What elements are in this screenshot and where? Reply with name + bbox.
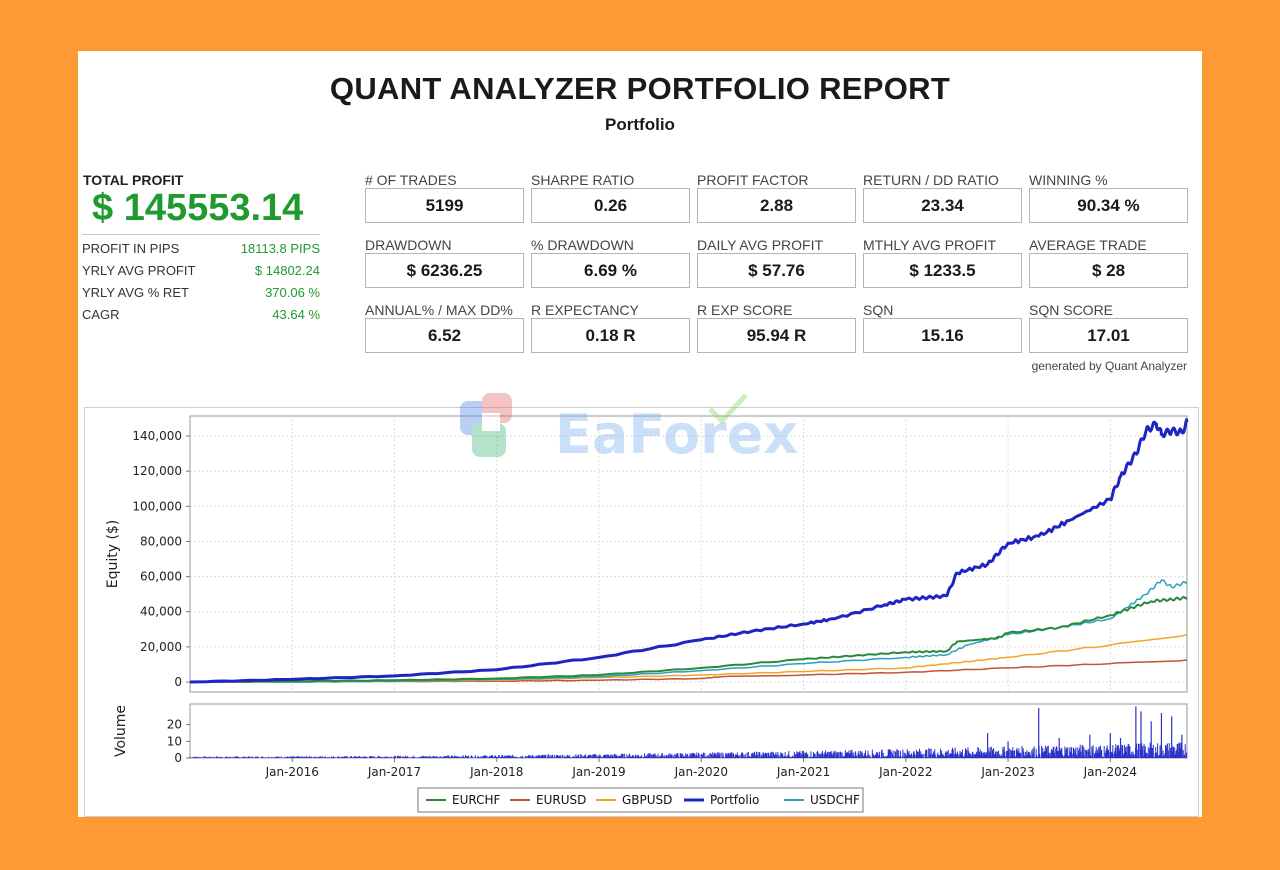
metric-value-sqn-score: 17.01 [1029, 318, 1188, 353]
volume-y-tick-label: 0 [174, 751, 182, 765]
metric-label-winning: WINNING % [1029, 172, 1108, 188]
series-line-eurchf [189, 595, 1188, 683]
x-tick-label: Jan-2017 [367, 765, 421, 779]
left-stat-value: $ 14802.24 [254, 263, 320, 278]
metric-value-pct-drawdown: 6.69 % [531, 253, 690, 288]
x-tick-label: Jan-2018 [469, 765, 523, 779]
metric-value-sqn: 15.16 [863, 318, 1022, 353]
left-stat-row: YRLY AVG PROFIT $ 14802.24 [82, 263, 320, 283]
metric-label-mthly-avg: MTHLY AVG PROFIT [863, 237, 997, 253]
metric-label-r-expectancy: R EXPECTANCY [531, 302, 639, 318]
x-tick-label: Jan-2020 [674, 765, 728, 779]
left-stat-value: 18113.8 PIPS [240, 241, 320, 256]
x-tick-label: Jan-2019 [571, 765, 625, 779]
metric-label-daily-avg: DAILY AVG PROFIT [697, 237, 824, 253]
metric-label-drawdown: DRAWDOWN [365, 237, 452, 253]
x-tick-label: Jan-2021 [776, 765, 830, 779]
legend-label-usdchf: USDCHF [810, 793, 860, 807]
equity-chart: 0 20,000 40,000 60,000 80,000 100,000 120,000 1… [105, 415, 1189, 813]
metric-label-sqn: SQN [863, 302, 894, 318]
left-stat-value: 370.06 % [265, 285, 320, 300]
metric-value-mthly-avg: $ 1233.5 [863, 253, 1022, 288]
y-axis-label: Equity ($) [105, 520, 121, 589]
metric-value-return-dd: 23.34 [863, 188, 1022, 223]
volume-y-tick-label: 20 [167, 718, 182, 732]
metric-value-trades: 5199 [365, 188, 524, 223]
metric-label-sqn-score: SQN SCORE [1029, 302, 1114, 318]
metric-label-trades: # OF TRADES [365, 172, 457, 188]
chart-legend: EURCHF EURUSD GBPUSD Portfolio USDCHF [417, 787, 864, 813]
series-line-portfolio [189, 418, 1189, 684]
volume-area [189, 703, 1188, 759]
y-tick-label: 60,000 [140, 570, 182, 584]
metric-value-avg-trade: $ 28 [1029, 253, 1188, 288]
left-stat-label: PROFIT IN PIPS [82, 241, 180, 256]
volume-y-tick-label: 10 [167, 734, 182, 748]
watermark-text: EaForex [555, 403, 798, 466]
x-tick-label: Jan-2022 [878, 765, 932, 779]
left-stat-label: YRLY AVG PROFIT [82, 263, 196, 278]
y-tick-label: 140,000 [132, 429, 182, 443]
legend-label-portfolio: Portfolio [710, 793, 759, 807]
y-tick-label: 80,000 [140, 534, 182, 548]
metric-value-winning: 90.34 % [1029, 188, 1188, 223]
metric-label-return-dd: RETURN / DD RATIO [863, 172, 999, 188]
left-stat-row: YRLY AVG % RET 370.06 % [82, 285, 320, 305]
equity-plot: 0 20,000 40,000 60,000 80,000 100,000 120,000 1… [105, 415, 1189, 693]
y-tick-label: 120,000 [132, 464, 182, 478]
report-subtitle: Portfolio [605, 115, 675, 134]
legend-label-eurusd: EURUSD [536, 793, 586, 807]
y-tick-label: 0 [174, 675, 182, 689]
plot-area [189, 415, 1188, 693]
volume-bars [189, 742, 1187, 758]
metric-value-r-exp-score: 95.94 R [697, 318, 856, 353]
metric-label-sharpe: SHARPE RATIO [531, 172, 635, 188]
metric-label-r-exp-score: R EXP SCORE [697, 302, 793, 318]
volume-plot: 0 10 20 Volume Jan-2016 Jan-2017 Jan-2018 Jan-2… [113, 703, 1188, 779]
metric-value-profit-factor: 2.88 [697, 188, 856, 223]
y-tick-label: 40,000 [140, 605, 182, 619]
left-stat-value: 43.64 % [272, 307, 320, 322]
metric-value-sharpe: 0.26 [531, 188, 690, 223]
left-stat-row: PROFIT IN PIPS 18113.8 PIPS [82, 241, 320, 261]
chart-frame: 0 20,000 40,000 60,000 80,000 100,000 120,000 1… [84, 407, 1199, 817]
metric-value-daily-avg: $ 57.76 [697, 253, 856, 288]
metric-value-annual-maxdd: 6.52 [365, 318, 524, 353]
y-tick-label: 100,000 [132, 499, 182, 513]
y-tick-label: 20,000 [140, 640, 182, 654]
total-profit-value: $ 145553.14 [92, 187, 304, 229]
left-stat-row: CAGR 43.64 % [82, 307, 320, 327]
report-panel: QUANT ANALYZER PORTFOLIO REPORT Portfoli… [78, 51, 1202, 817]
x-tick-label: Jan-2023 [980, 765, 1034, 779]
x-tick-label: Jan-2024 [1083, 765, 1137, 779]
legend-label-eurchf: EURCHF [452, 793, 501, 807]
total-profit-label: TOTAL PROFIT [83, 172, 184, 188]
metric-value-drawdown: $ 6236.25 [365, 253, 524, 288]
total-profit-divider [82, 234, 320, 235]
watermark-logo: EaForex [460, 393, 798, 466]
metric-label-pct-drawdown: % DRAWDOWN [531, 237, 634, 253]
generated-by-note: generated by Quant Analyzer [1031, 359, 1187, 373]
report-title: QUANT ANALYZER PORTFOLIO REPORT [329, 71, 951, 106]
metric-value-r-expectancy: 0.18 R [531, 318, 690, 353]
metric-label-annual-maxdd: ANNUAL% / MAX DD% [365, 302, 513, 318]
metric-label-profit-factor: PROFIT FACTOR [697, 172, 809, 188]
volume-axis-label: Volume [113, 705, 129, 757]
metric-label-avg-trade: AVERAGE TRADE [1029, 237, 1147, 253]
x-tick-label: Jan-2016 [265, 765, 319, 779]
legend-label-gbpusd: GBPUSD [622, 793, 672, 807]
left-stat-label: CAGR [82, 307, 120, 322]
left-stat-label: YRLY AVG % RET [82, 285, 189, 300]
